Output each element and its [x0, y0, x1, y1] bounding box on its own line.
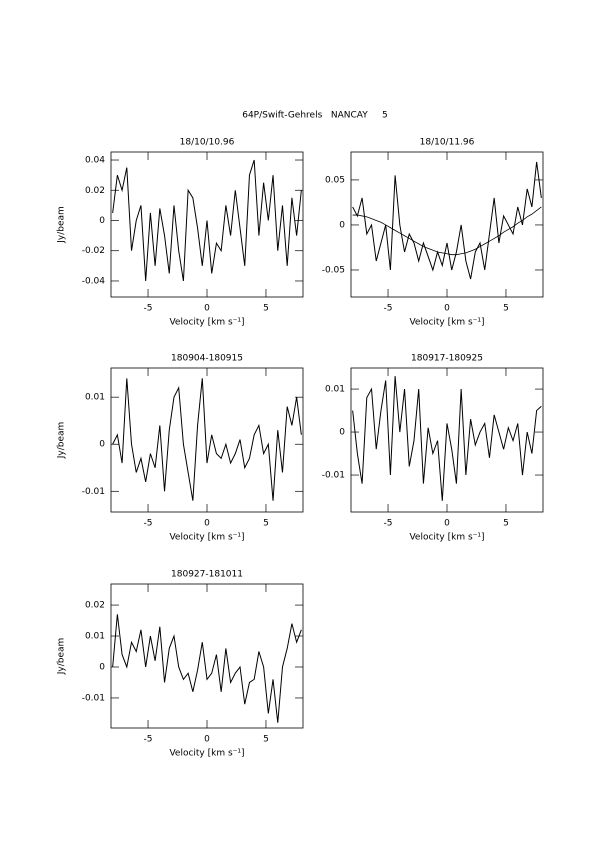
x-axis-label: Velocity [km s⁻¹]	[169, 533, 244, 543]
x-tick-label: 0	[444, 304, 450, 314]
panel-title: 18/10/11.96	[420, 138, 475, 148]
x-tick-label: 5	[263, 735, 269, 745]
y-tick-label: 0.01	[85, 393, 105, 403]
y-tick-label: -0.02	[82, 246, 105, 256]
x-tick-label: 0	[444, 519, 450, 529]
x-axis-label: Velocity [km s⁻¹]	[169, 749, 244, 759]
x-axis-label: Velocity [km s⁻¹]	[409, 318, 484, 328]
y-tick-label: -0.01	[82, 487, 105, 497]
x-tick-label: 5	[503, 304, 509, 314]
panel-title: 18/10/10.96	[180, 138, 235, 148]
x-tick-label: -5	[144, 304, 153, 314]
spectrum-line	[112, 378, 302, 501]
y-axis-label: Jy/beam	[57, 422, 67, 460]
y-tick-label: 0.04	[85, 156, 105, 166]
y-tick-label: 0	[99, 662, 105, 672]
x-tick-label: 5	[503, 519, 509, 529]
y-tick-label: 0.01	[325, 385, 345, 395]
x-tick-label: -5	[144, 735, 153, 745]
y-tick-label: 0	[339, 428, 345, 438]
x-tick-label: -5	[384, 519, 393, 529]
x-tick-label: 5	[263, 519, 269, 529]
x-tick-label: 5	[263, 304, 269, 314]
y-tick-label: 0	[339, 220, 345, 230]
y-tick-label: 0	[99, 440, 105, 450]
spectrum-line	[352, 206, 542, 256]
panel-title: 180927-181011	[171, 570, 243, 580]
y-tick-label: 0.05	[325, 175, 345, 185]
spectrum-line	[112, 614, 302, 723]
page-title: 64P/Swift-Gehrels NANCAY 5	[242, 111, 388, 121]
y-tick-label: -0.05	[322, 265, 345, 275]
x-tick-label: -5	[384, 304, 393, 314]
x-axis-label: Velocity [km s⁻¹]	[169, 318, 244, 328]
y-tick-label: 0.02	[85, 186, 105, 196]
y-tick-label: 0	[99, 216, 105, 226]
x-tick-label: 0	[204, 519, 210, 529]
y-tick-label: -0.04	[82, 276, 106, 286]
panel-title: 180904-180915	[171, 354, 243, 364]
x-axis-label: Velocity [km s⁻¹]	[409, 533, 484, 543]
y-axis-label: Jy/beam	[57, 206, 67, 244]
panel-title: 180917-180925	[411, 354, 483, 364]
x-tick-label: 0	[204, 304, 210, 314]
y-axis-label: Jy/beam	[57, 638, 67, 676]
x-tick-label: 0	[204, 735, 210, 745]
spectrum-line	[352, 161, 542, 280]
spectrum-line	[112, 159, 302, 282]
x-tick-label: -5	[144, 519, 153, 529]
y-tick-label: 0.02	[85, 601, 105, 611]
spectrum-line	[352, 376, 542, 501]
y-tick-label: 0.01	[85, 632, 105, 642]
y-tick-label: -0.01	[82, 693, 105, 703]
y-tick-label: -0.01	[322, 471, 345, 481]
